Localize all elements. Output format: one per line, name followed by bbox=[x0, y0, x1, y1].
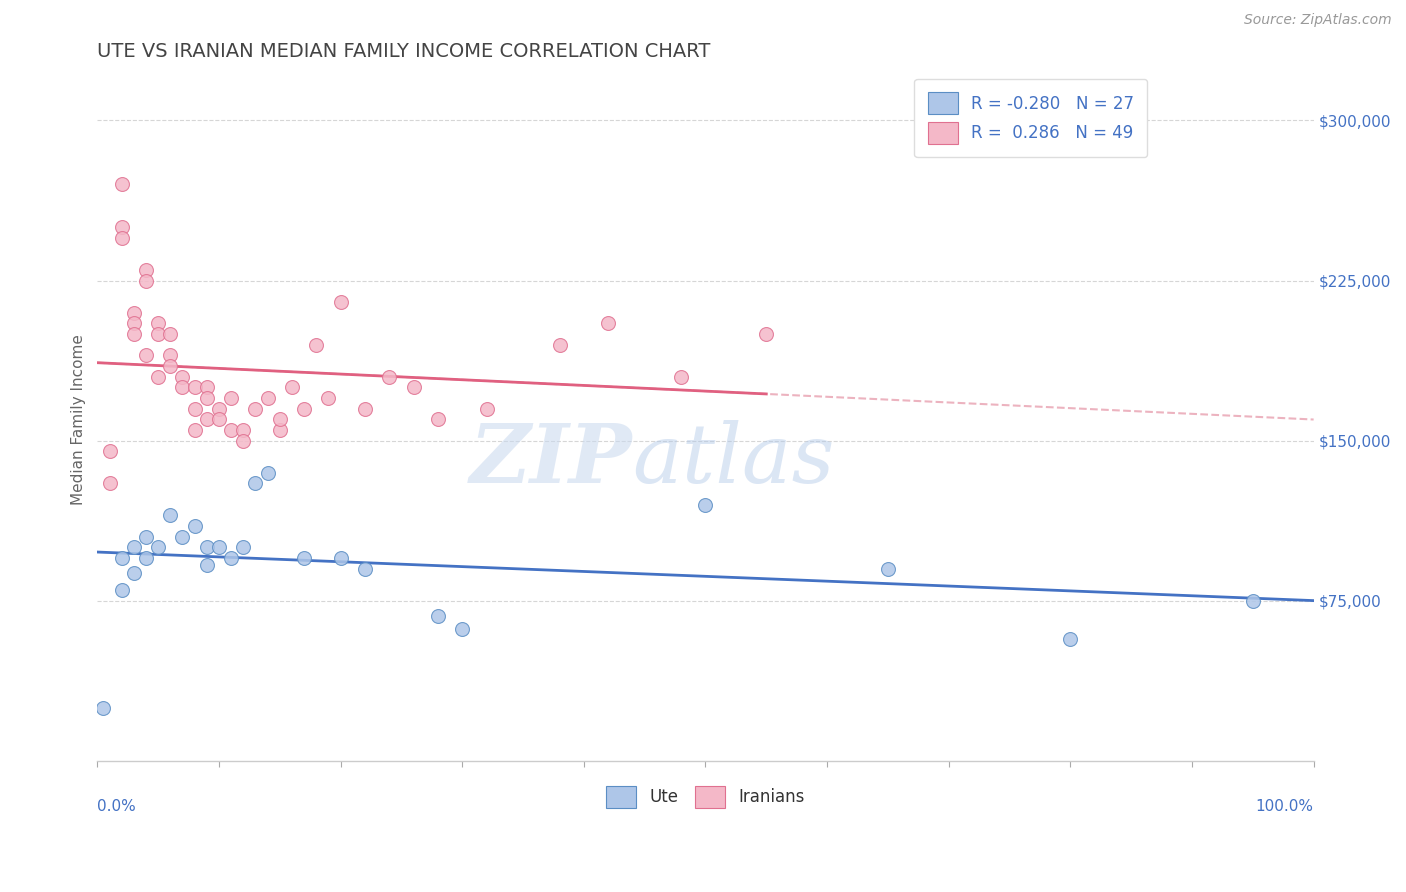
Point bbox=[172, 369, 194, 384]
Y-axis label: Median Family Income: Median Family Income bbox=[72, 334, 86, 505]
Text: Source: ZipAtlas.com: Source: ZipAtlas.com bbox=[1244, 13, 1392, 28]
Point bbox=[451, 622, 474, 636]
Point bbox=[354, 401, 377, 416]
Point bbox=[183, 401, 205, 416]
Point bbox=[122, 316, 145, 330]
Text: 0.0%: 0.0% bbox=[97, 798, 136, 814]
Point bbox=[195, 541, 218, 555]
Point bbox=[245, 476, 267, 491]
Point bbox=[146, 369, 169, 384]
Legend: Ute, Iranians: Ute, Iranians bbox=[599, 780, 811, 814]
Point bbox=[426, 412, 449, 426]
Point bbox=[318, 391, 340, 405]
Text: 100.0%: 100.0% bbox=[1256, 798, 1313, 814]
Point bbox=[183, 423, 205, 437]
Point bbox=[159, 508, 181, 523]
Point bbox=[232, 541, 254, 555]
Point bbox=[122, 566, 145, 581]
Point bbox=[183, 380, 205, 394]
Point bbox=[292, 551, 315, 566]
Point bbox=[146, 541, 169, 555]
Point bbox=[111, 178, 134, 192]
Point bbox=[219, 423, 242, 437]
Point bbox=[159, 326, 181, 341]
Point bbox=[256, 391, 278, 405]
Point bbox=[1241, 594, 1264, 608]
Text: ZIP: ZIP bbox=[470, 420, 633, 500]
Point bbox=[305, 337, 328, 351]
Point bbox=[111, 220, 134, 235]
Point bbox=[98, 444, 121, 458]
Point bbox=[195, 558, 218, 572]
Point bbox=[208, 541, 231, 555]
Point bbox=[329, 551, 352, 566]
Point bbox=[122, 541, 145, 555]
Point bbox=[269, 423, 291, 437]
Point bbox=[135, 551, 157, 566]
Point bbox=[159, 359, 181, 373]
Point bbox=[292, 401, 315, 416]
Point bbox=[135, 273, 157, 287]
Point bbox=[183, 519, 205, 533]
Point bbox=[378, 369, 401, 384]
Text: UTE VS IRANIAN MEDIAN FAMILY INCOME CORRELATION CHART: UTE VS IRANIAN MEDIAN FAMILY INCOME CORR… bbox=[97, 42, 710, 61]
Point bbox=[195, 412, 218, 426]
Point bbox=[219, 551, 242, 566]
Text: atlas: atlas bbox=[633, 420, 835, 500]
Point bbox=[208, 401, 231, 416]
Point bbox=[669, 369, 692, 384]
Point bbox=[172, 380, 194, 394]
Point bbox=[1059, 632, 1081, 647]
Point bbox=[354, 562, 377, 576]
Point bbox=[426, 608, 449, 623]
Point bbox=[195, 380, 218, 394]
Point bbox=[245, 401, 267, 416]
Point bbox=[219, 391, 242, 405]
Point bbox=[122, 326, 145, 341]
Point bbox=[122, 305, 145, 319]
Point bbox=[695, 498, 717, 512]
Point bbox=[93, 700, 115, 714]
Point bbox=[135, 262, 157, 277]
Point bbox=[281, 380, 304, 394]
Point bbox=[98, 476, 121, 491]
Point bbox=[877, 562, 900, 576]
Point bbox=[195, 391, 218, 405]
Point bbox=[208, 412, 231, 426]
Point bbox=[135, 348, 157, 362]
Point bbox=[402, 380, 425, 394]
Point bbox=[172, 530, 194, 544]
Point bbox=[111, 231, 134, 245]
Point bbox=[232, 434, 254, 448]
Point bbox=[159, 348, 181, 362]
Point bbox=[755, 326, 778, 341]
Point bbox=[111, 583, 134, 598]
Point bbox=[146, 316, 169, 330]
Point bbox=[475, 401, 498, 416]
Point bbox=[232, 423, 254, 437]
Point bbox=[146, 326, 169, 341]
Point bbox=[256, 466, 278, 480]
Point bbox=[329, 294, 352, 309]
Point bbox=[135, 530, 157, 544]
Point bbox=[548, 337, 571, 351]
Point bbox=[111, 551, 134, 566]
Point bbox=[598, 316, 620, 330]
Point bbox=[269, 412, 291, 426]
